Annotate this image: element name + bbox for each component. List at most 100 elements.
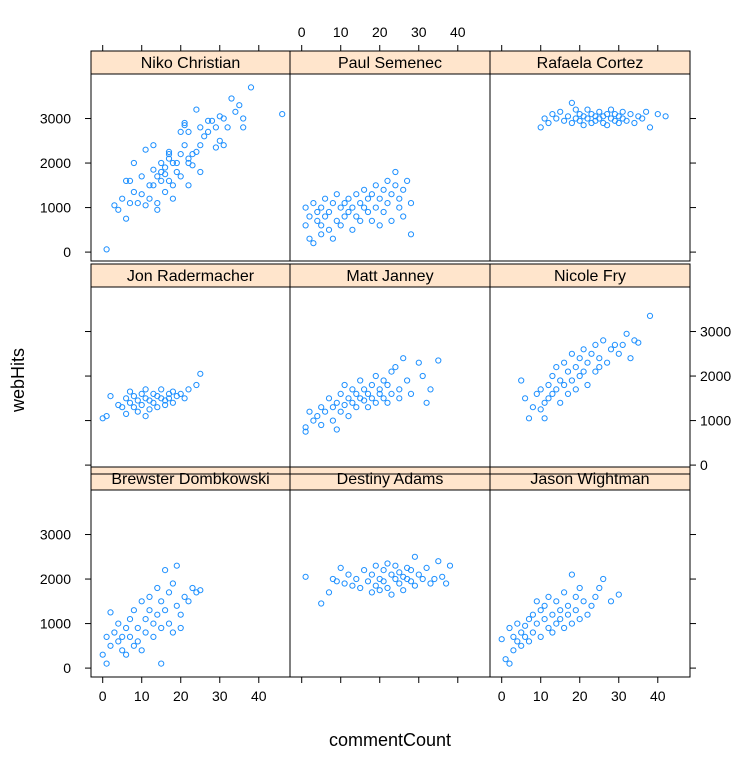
data-point: [310, 417, 317, 424]
data-point: [341, 213, 348, 220]
data-point: [142, 629, 149, 636]
data-point: [322, 408, 329, 415]
data-point: [189, 162, 196, 169]
panel-strip-label: Brewster Dombkowski: [111, 471, 269, 488]
data-point: [162, 607, 169, 614]
data-point: [635, 339, 642, 346]
data-point: [364, 578, 372, 585]
data-point: [388, 368, 395, 375]
data-point: [407, 567, 415, 574]
data-point: [592, 593, 599, 601]
data-point: [130, 188, 137, 196]
data-point: [162, 164, 169, 171]
data-point: [150, 182, 157, 189]
data-point: [561, 624, 568, 632]
data-point: [584, 611, 591, 618]
data-point: [142, 386, 149, 393]
data-point: [518, 642, 525, 649]
data-point: [103, 413, 110, 420]
data-point: [302, 424, 309, 431]
data-point: [115, 638, 122, 645]
data-point: [533, 598, 540, 605]
data-point: [510, 647, 517, 654]
data-point: [302, 573, 309, 580]
data-point: [615, 591, 622, 598]
data-point: [372, 182, 379, 189]
data-point: [498, 636, 505, 643]
data-point: [173, 562, 180, 569]
data-point: [177, 173, 184, 180]
data-point: [158, 624, 165, 632]
data-point: [411, 582, 418, 589]
data-point: [169, 629, 176, 636]
data-point: [427, 386, 434, 393]
data-point: [103, 246, 110, 253]
panel-strip-label: Matt Janney: [346, 268, 433, 285]
data-point: [154, 200, 161, 207]
x-tick-label: 20: [372, 24, 388, 40]
data-point: [396, 204, 403, 211]
data-point: [228, 95, 235, 102]
data-point: [533, 620, 540, 627]
data-point: [130, 642, 137, 649]
data-point: [177, 624, 184, 632]
data-point: [506, 624, 513, 632]
data-point: [333, 578, 340, 585]
data-point: [364, 390, 372, 397]
data-point: [419, 372, 426, 380]
data-point: [368, 381, 375, 389]
y-tick-label: 2000: [700, 368, 731, 384]
data-point: [197, 124, 204, 131]
data-point: [302, 428, 309, 435]
data-point: [553, 364, 560, 371]
data-point: [142, 202, 149, 209]
y-tick-label: 3000: [700, 324, 731, 340]
data-point: [568, 571, 576, 578]
data-point: [388, 571, 395, 578]
data-point: [439, 573, 446, 580]
data-point: [588, 602, 595, 609]
x-tick-label: 0: [99, 688, 107, 704]
data-point: [126, 399, 134, 406]
data-point: [103, 660, 110, 667]
data-point: [545, 395, 552, 402]
data-point: [588, 350, 595, 357]
data-point: [392, 364, 399, 371]
data-point: [404, 377, 411, 384]
data-point: [130, 404, 137, 411]
data-point: [607, 598, 615, 605]
x-tick-label: 10: [134, 688, 150, 704]
data-point: [181, 142, 188, 149]
data-point: [561, 359, 568, 366]
data-point: [126, 616, 134, 623]
data-point: [337, 408, 344, 415]
data-point: [396, 195, 403, 202]
data-point: [279, 111, 286, 118]
data-point: [357, 200, 364, 207]
data-point: [557, 108, 564, 115]
x-tick-label: 40: [251, 688, 267, 704]
data-point: [240, 115, 247, 122]
data-point: [337, 564, 344, 572]
data-point: [138, 173, 145, 180]
data-point: [541, 616, 548, 623]
data-point: [322, 213, 329, 220]
data-point: [337, 222, 344, 229]
data-point: [318, 421, 325, 429]
data-point: [150, 633, 157, 641]
data-point: [353, 213, 360, 220]
data-point: [568, 119, 576, 127]
data-point: [185, 598, 192, 605]
data-point: [549, 611, 556, 618]
data-point: [165, 589, 173, 596]
data-point: [553, 620, 560, 627]
data-point: [162, 401, 169, 409]
data-point: [572, 106, 579, 113]
data-point: [310, 240, 317, 247]
data-point: [333, 399, 340, 406]
data-point: [185, 155, 192, 162]
panel-frame: [289, 50, 491, 262]
data-point: [529, 611, 537, 618]
data-point: [364, 195, 372, 202]
data-point: [169, 388, 176, 395]
